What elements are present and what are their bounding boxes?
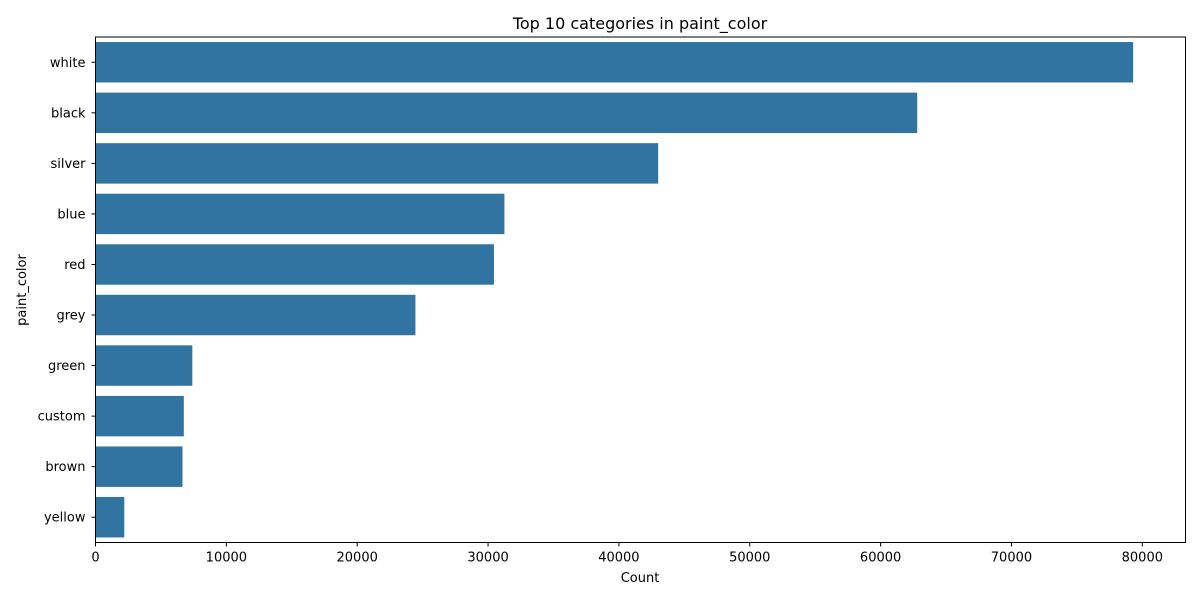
- x-tick-label: 70000: [991, 551, 1032, 566]
- bar-green: [95, 345, 193, 386]
- x-tick-label: 80000: [1122, 551, 1163, 566]
- y-tick-label: custom: [38, 410, 86, 425]
- x-tick-label: 40000: [598, 551, 639, 566]
- chart-title: Top 10 categories in paint_color: [512, 14, 768, 34]
- x-tick-label: 50000: [729, 551, 770, 566]
- y-tick-label: black: [51, 106, 86, 121]
- bar-brown: [95, 446, 183, 487]
- y-tick-label: green: [48, 359, 86, 374]
- bar-black: [95, 92, 918, 134]
- bar-red: [95, 244, 494, 285]
- y-axis-ticks: white black silver blue red grey green custom br…: [38, 56, 96, 526]
- y-tick-label: blue: [57, 207, 85, 222]
- bar-grey: [95, 294, 416, 336]
- bars-group: [95, 42, 1134, 538]
- y-tick-label: yellow: [44, 511, 86, 526]
- bar-blue: [95, 193, 505, 235]
- x-tick-label: 60000: [860, 551, 901, 566]
- y-tick-label: white: [50, 56, 86, 71]
- plot-frame: [95, 36, 1186, 543]
- x-axis-ticks: 0 10000 20000 30000 40000 50000 60000 70000 8000…: [91, 542, 1163, 566]
- bar-silver: [95, 143, 659, 184]
- y-axis-title: paint_color: [15, 254, 30, 326]
- y-tick-label: brown: [45, 460, 85, 475]
- bar-yellow: [95, 497, 125, 538]
- x-tick-label: 20000: [337, 551, 378, 566]
- bar-custom: [95, 395, 184, 437]
- y-tick-label: silver: [50, 157, 86, 172]
- bar-white: [95, 42, 1134, 83]
- x-tick-label: 10000: [206, 551, 247, 566]
- y-tick-label: grey: [56, 309, 85, 324]
- x-axis-title: Count: [621, 571, 660, 586]
- y-tick-label: red: [64, 258, 85, 273]
- x-tick-label: 30000: [467, 551, 508, 566]
- x-tick-label: 0: [91, 551, 99, 566]
